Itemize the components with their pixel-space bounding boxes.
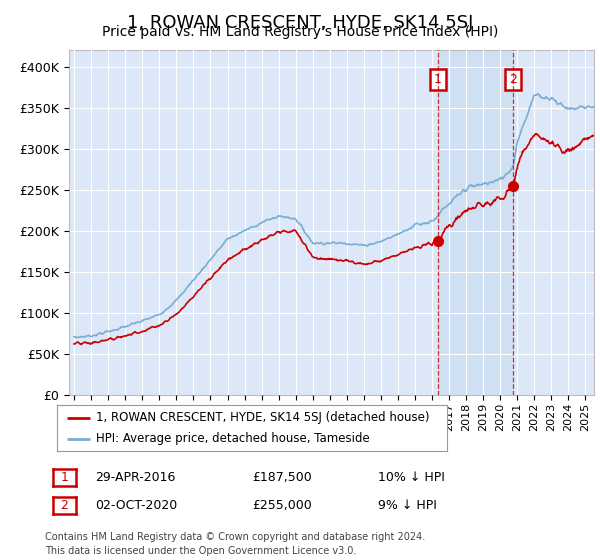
Text: £187,500: £187,500	[252, 470, 312, 484]
Text: 1, ROWAN CRESCENT, HYDE, SK14 5SJ (detached house): 1, ROWAN CRESCENT, HYDE, SK14 5SJ (detac…	[96, 411, 430, 424]
Text: £255,000: £255,000	[252, 498, 312, 512]
Text: 02-OCT-2020: 02-OCT-2020	[95, 498, 177, 512]
Text: 9% ↓ HPI: 9% ↓ HPI	[378, 498, 437, 512]
Text: Price paid vs. HM Land Registry's House Price Index (HPI): Price paid vs. HM Land Registry's House …	[102, 25, 498, 39]
Text: 1: 1	[60, 471, 68, 484]
Text: 1: 1	[434, 73, 442, 86]
Text: 2: 2	[509, 73, 517, 86]
Text: HPI: Average price, detached house, Tameside: HPI: Average price, detached house, Tame…	[96, 432, 370, 445]
Text: Contains HM Land Registry data © Crown copyright and database right 2024.
This d: Contains HM Land Registry data © Crown c…	[45, 533, 425, 556]
Bar	[437, 50, 513, 395]
Text: 2: 2	[60, 499, 68, 512]
Text: 10% ↓ HPI: 10% ↓ HPI	[378, 470, 445, 484]
Text: 1, ROWAN CRESCENT, HYDE, SK14 5SJ: 1, ROWAN CRESCENT, HYDE, SK14 5SJ	[127, 14, 473, 32]
Text: 29-APR-2016: 29-APR-2016	[95, 470, 175, 484]
